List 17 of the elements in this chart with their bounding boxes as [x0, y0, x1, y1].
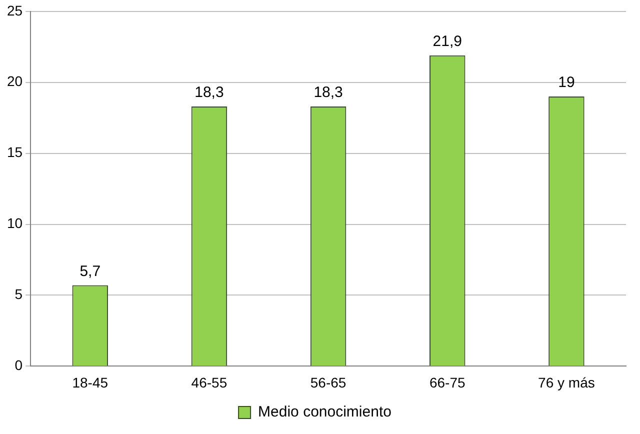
- y-tick-label: 10: [6, 215, 23, 232]
- x-tick-label: 76 y más: [538, 374, 595, 390]
- data-label: 5,7: [80, 262, 101, 280]
- data-label: 21,9: [432, 33, 462, 50]
- data-label: 18,3: [314, 84, 343, 102]
- x-tick-label: 18-45: [72, 374, 108, 390]
- data-label: 19: [558, 74, 575, 92]
- x-tick-label: 66-75: [429, 374, 466, 390]
- y-tick-label: 0: [14, 357, 23, 374]
- data-label: 18,3: [194, 84, 224, 102]
- y-tick-label: 25: [6, 2, 23, 18]
- legend-label: Medio conocimiento: [258, 404, 392, 421]
- y-tick-label: 5: [14, 286, 23, 302]
- y-tick-label: 15: [6, 144, 23, 160]
- x-tick-label: 56-65: [310, 374, 346, 390]
- y-tick-label: 20: [6, 73, 23, 90]
- x-tick-label: 46-55: [191, 374, 228, 390]
